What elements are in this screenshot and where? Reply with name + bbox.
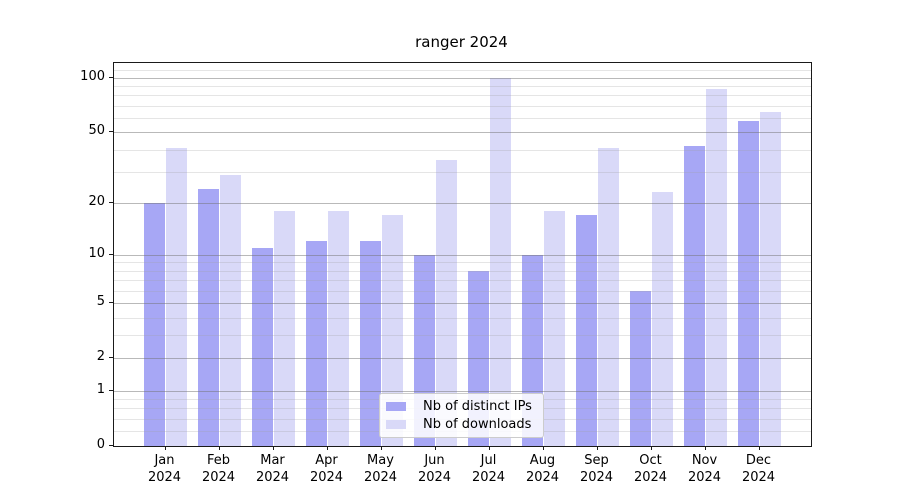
legend: Nb of distinct IPs Nb of downloads — [379, 393, 544, 438]
x-tick-label: Jun 2024 — [417, 453, 452, 485]
y-tick-mark — [109, 76, 113, 78]
y-tick-label: 5 — [96, 293, 105, 309]
x-tick-label: Apr 2024 — [309, 453, 344, 485]
y-tick-label: 20 — [88, 193, 105, 209]
gridline-major — [114, 358, 811, 360]
gridline-major — [114, 77, 811, 79]
legend-item-downloads: Nb of downloads — [386, 417, 535, 432]
x-tick-label: Feb 2024 — [201, 453, 236, 485]
gridline-minor — [114, 317, 811, 319]
bar-ips-feb — [197, 189, 220, 446]
y-tick-label: 10 — [88, 245, 105, 261]
gridline-major — [114, 202, 811, 204]
x-tick-mark — [596, 446, 598, 450]
gridline-minor — [114, 117, 811, 119]
y-tick-label: 1 — [96, 381, 105, 397]
bar-ips-sep — [575, 215, 598, 446]
x-tick-label: Nov 2024 — [687, 453, 722, 485]
gridline-minor — [114, 262, 811, 264]
x-tick-mark — [164, 446, 166, 450]
y-tick-mark — [109, 389, 113, 391]
legend-label-distinct-ips: Nb of distinct IPs — [423, 399, 532, 414]
gridline-minor — [114, 335, 811, 337]
x-tick-mark — [488, 446, 490, 450]
x-tick-label: Sep 2024 — [579, 453, 614, 485]
y-tick-label: 100 — [80, 68, 105, 84]
y-tick-mark — [109, 201, 113, 203]
x-tick-mark — [704, 446, 706, 450]
bar-ips-may — [359, 241, 382, 446]
bar-ips-jan — [143, 202, 166, 446]
gridline-minor — [114, 149, 811, 151]
bar-ips-nov — [683, 145, 706, 446]
x-tick-mark — [650, 446, 652, 450]
gridline-major — [114, 302, 811, 304]
legend-swatch-distinct-ips — [386, 402, 406, 411]
bar-downloads-nov — [705, 88, 728, 446]
bar-downloads-may — [381, 215, 404, 446]
y-tick-mark — [109, 357, 113, 359]
gridline-minor — [114, 95, 811, 97]
x-tick-mark — [272, 446, 274, 450]
bar-downloads-dec — [759, 111, 782, 446]
y-tick-label: 50 — [88, 123, 105, 139]
legend-label-downloads: Nb of downloads — [423, 417, 532, 432]
x-tick-mark — [542, 446, 544, 450]
x-tick-label: Mar 2024 — [255, 453, 290, 485]
x-tick-mark — [326, 446, 328, 450]
bar-downloads-feb — [219, 174, 242, 446]
bar-downloads-jul — [489, 77, 512, 446]
bar-downloads-aug — [543, 210, 566, 446]
plot-area — [113, 62, 812, 447]
bar-ips-apr — [305, 241, 328, 446]
bar-ips-mar — [251, 247, 274, 446]
bar-downloads-oct — [651, 192, 674, 446]
gridline-minor — [114, 280, 811, 281]
gridline-minor — [114, 270, 811, 272]
grid-layer — [114, 63, 811, 446]
gridline-minor — [114, 85, 811, 87]
gridline-minor — [114, 105, 811, 107]
gridline-major — [114, 390, 811, 392]
x-tick-mark — [218, 446, 220, 450]
x-tick-mark — [434, 446, 436, 450]
legend-item-distinct-ips: Nb of distinct IPs — [386, 399, 535, 414]
y-tick-mark — [109, 131, 113, 133]
y-tick-mark — [109, 445, 113, 446]
y-tick-mark — [109, 301, 113, 303]
x-tick-label: Aug 2024 — [525, 453, 560, 485]
y-tick-label: 2 — [96, 349, 105, 365]
x-tick-mark — [380, 446, 382, 450]
y-tick-label: 0 — [96, 437, 105, 452]
bar-downloads-sep — [597, 147, 620, 446]
gridline-minor — [114, 70, 811, 72]
x-tick-label: Jan 2024 — [147, 453, 182, 485]
x-tick-label: May 2024 — [363, 453, 398, 485]
x-tick-label: Dec 2024 — [741, 453, 776, 485]
x-tick-mark — [758, 446, 760, 450]
gridline-minor — [114, 290, 811, 292]
x-tick-label: Jul 2024 — [471, 453, 506, 485]
bar-downloads-mar — [273, 210, 296, 446]
bar-downloads-apr — [327, 210, 350, 446]
legend-swatch-downloads — [386, 420, 406, 429]
x-tick-label: Oct 2024 — [633, 453, 668, 485]
gridline-major — [114, 254, 811, 256]
gridline-major — [114, 132, 811, 134]
bar-downloads-jan — [165, 147, 188, 446]
chart-title: ranger 2024 — [415, 33, 508, 51]
bar-ips-dec — [737, 120, 760, 446]
bar-ips-oct — [629, 290, 652, 446]
gridline-minor — [114, 171, 811, 173]
y-tick-mark — [109, 253, 113, 255]
